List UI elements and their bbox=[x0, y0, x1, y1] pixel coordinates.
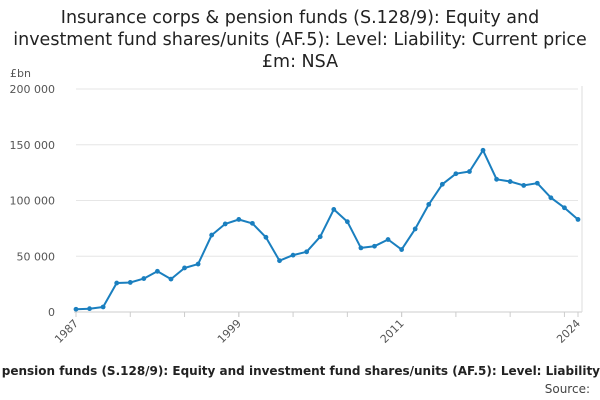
chart-title: Insurance corps & pension funds (S.128/9… bbox=[13, 8, 587, 72]
data-point bbox=[331, 207, 337, 212]
data-point bbox=[263, 234, 269, 240]
gridlines bbox=[76, 88, 578, 257]
data-point bbox=[467, 169, 472, 174]
data-point bbox=[453, 171, 459, 177]
data-point bbox=[562, 205, 567, 211]
axes bbox=[74, 86, 583, 317]
data-point bbox=[155, 268, 160, 274]
data-point bbox=[100, 304, 106, 310]
x-tick-label: 1999 bbox=[215, 317, 244, 346]
data-point bbox=[277, 258, 282, 264]
x-tick-labels: 1987 1999 2011 2024 bbox=[52, 317, 583, 346]
data-point bbox=[507, 179, 513, 184]
data-point bbox=[548, 195, 554, 201]
x-tick-label: 1987 bbox=[52, 317, 81, 346]
data-point bbox=[344, 219, 350, 225]
data-point bbox=[412, 226, 418, 232]
data-point bbox=[114, 280, 120, 286]
y-tick-label: 0 bbox=[48, 306, 55, 319]
y-tick-label: 50 000 bbox=[17, 250, 56, 263]
data-point bbox=[168, 276, 174, 282]
data-point bbox=[534, 180, 540, 186]
data-point bbox=[290, 252, 296, 258]
y-axis-label: £bn bbox=[10, 67, 31, 80]
data-point bbox=[304, 249, 310, 255]
y-tick-label: 150 000 bbox=[10, 139, 56, 152]
x-tick-label: 2011 bbox=[378, 317, 407, 346]
data-point bbox=[73, 306, 79, 312]
data-point bbox=[195, 261, 201, 267]
data-point bbox=[480, 147, 486, 153]
data-point bbox=[182, 265, 187, 271]
data-point bbox=[141, 276, 147, 281]
data-point bbox=[87, 306, 92, 312]
data-point bbox=[317, 234, 323, 240]
data-point bbox=[358, 245, 364, 251]
data-point bbox=[521, 183, 527, 188]
data-point bbox=[426, 202, 432, 207]
data-point bbox=[399, 247, 405, 252]
data-point bbox=[494, 176, 499, 182]
y-tick-label: 200 000 bbox=[10, 83, 56, 96]
data-point bbox=[439, 181, 445, 187]
x-tick-label: 2024 bbox=[554, 317, 583, 346]
data-point bbox=[209, 232, 215, 238]
data-point bbox=[372, 243, 377, 249]
series-line bbox=[75, 149, 579, 311]
data-point bbox=[249, 220, 255, 226]
y-tick-labels: 0 50 000 100 000 150 000 200 000 bbox=[10, 83, 56, 319]
footer-series-label: Insurance corps & pension funds (S.128/9… bbox=[0, 364, 600, 378]
footer-source-label: Source: bbox=[544, 382, 590, 396]
y-tick-label: 100 000 bbox=[10, 195, 56, 208]
series bbox=[73, 147, 581, 312]
data-point bbox=[127, 280, 133, 285]
data-point bbox=[575, 217, 581, 222]
data-point bbox=[236, 217, 242, 222]
data-point bbox=[222, 221, 228, 227]
data-point bbox=[385, 237, 391, 242]
